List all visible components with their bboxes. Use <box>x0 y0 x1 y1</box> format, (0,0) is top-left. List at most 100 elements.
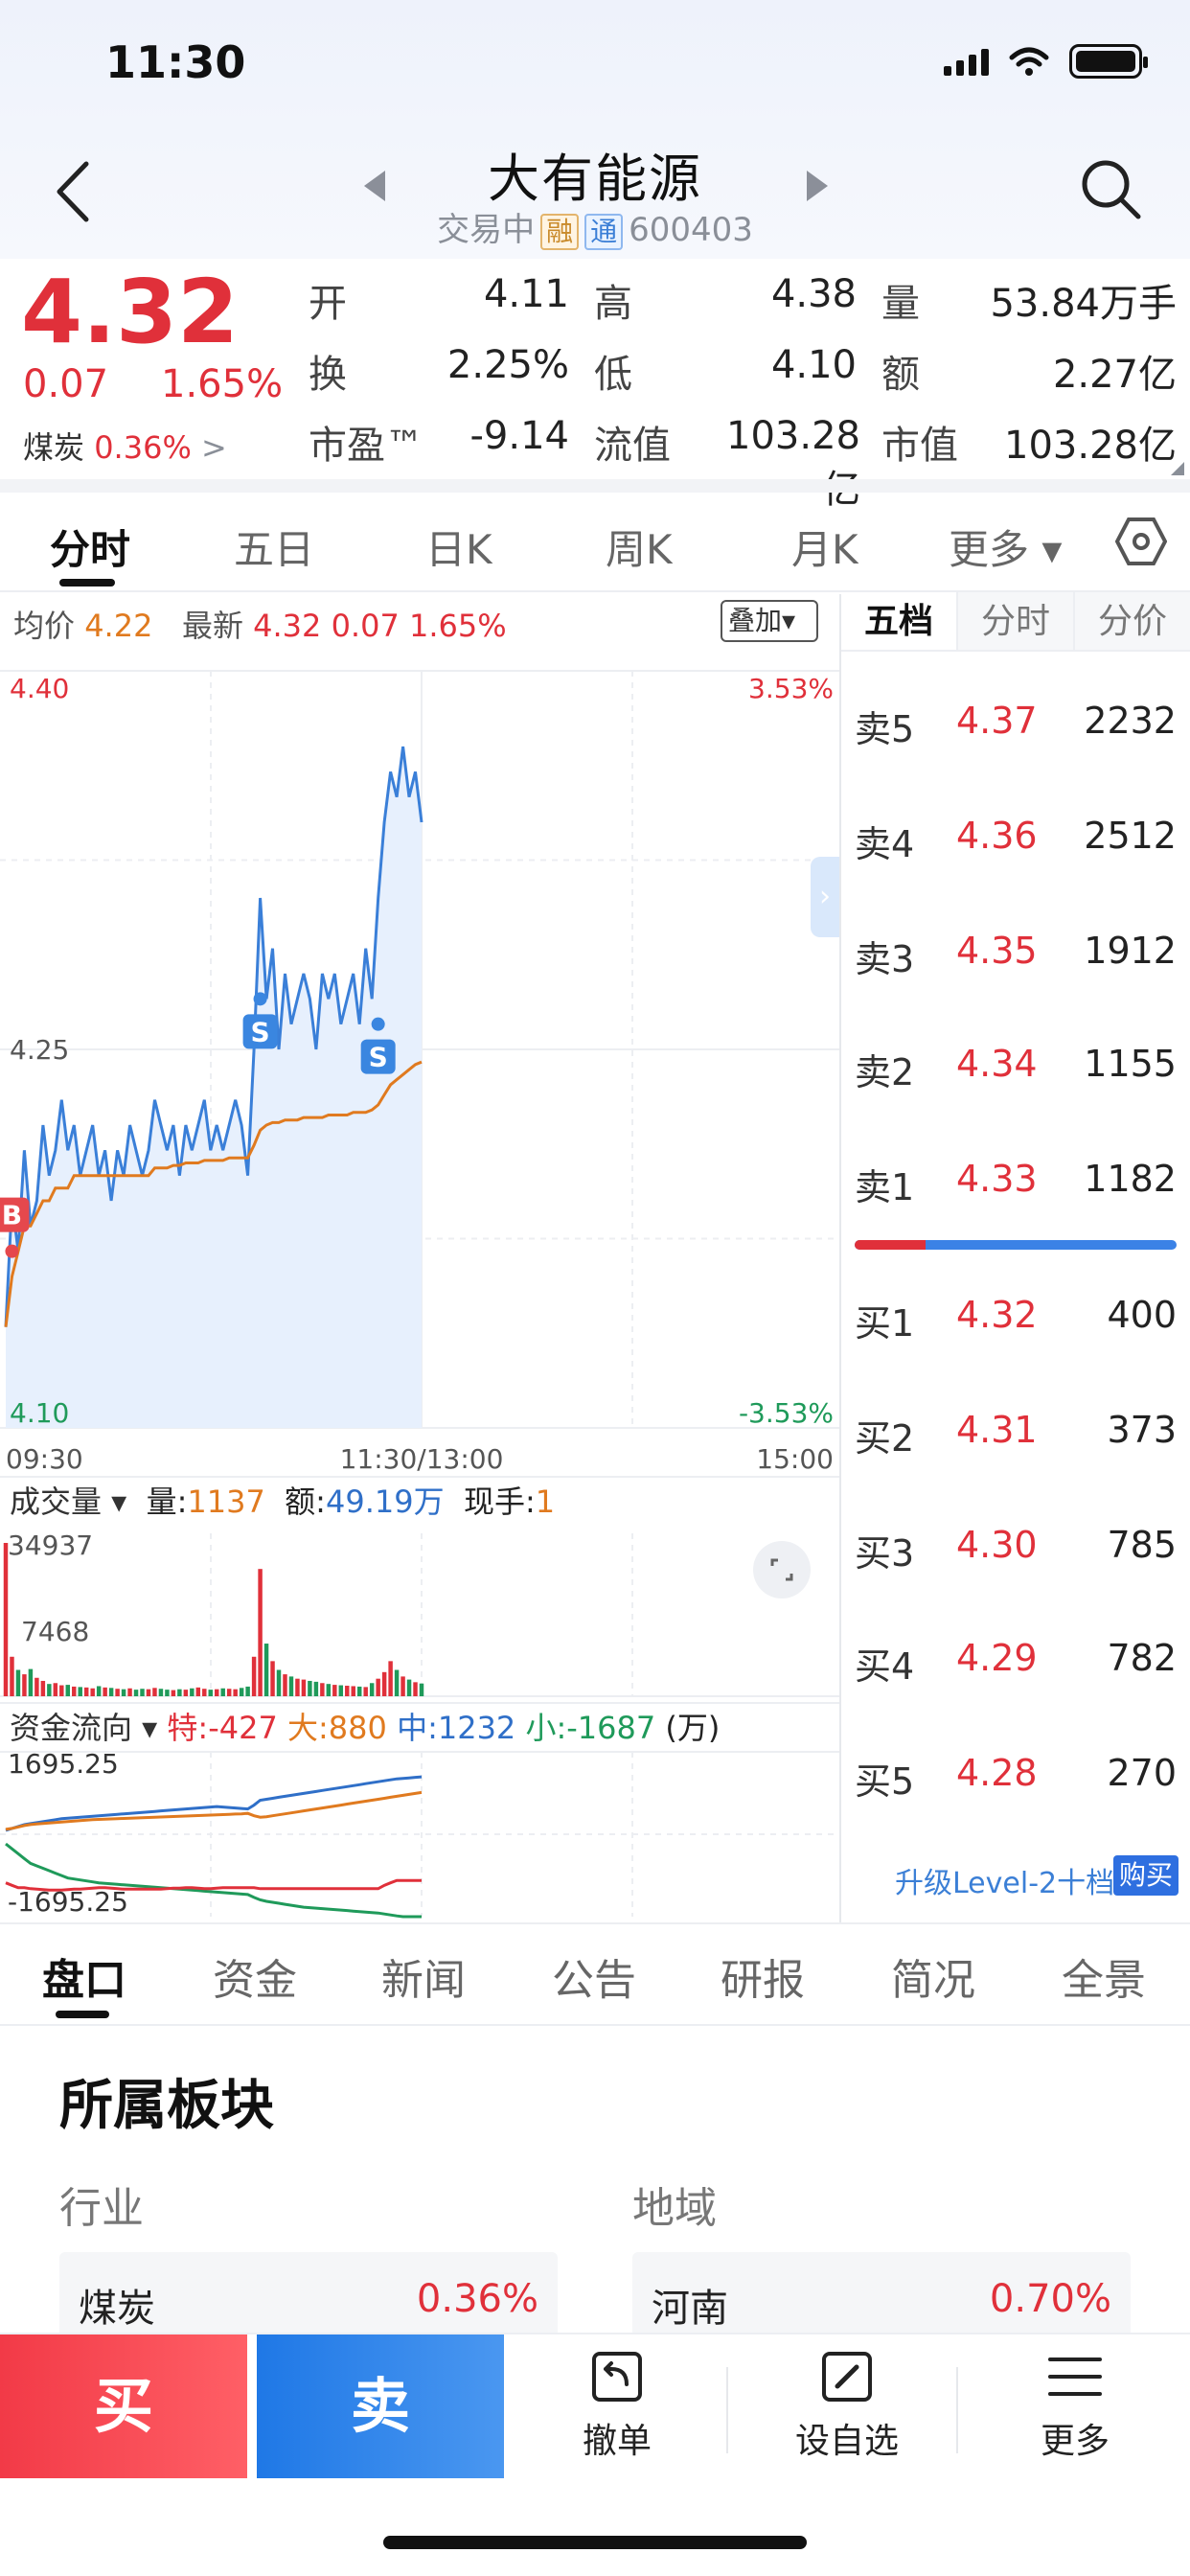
tab-five-day[interactable]: 五日 <box>234 526 315 573</box>
level2-upgrade-link[interactable]: 升级Level-2十档 <box>895 1867 1115 1900</box>
volume-bar <box>83 1687 89 1696</box>
volume-indicator-dropdown[interactable]: 成交量 ▾ <box>10 1484 127 1520</box>
volume-bar <box>338 1685 344 1696</box>
tab-research[interactable]: 研报 <box>721 1956 805 2005</box>
ask-vol: 2512 <box>1084 815 1177 857</box>
fund-special-line <box>5 1878 422 1892</box>
high-value: 4.38 <box>770 272 857 316</box>
tab-five-levels[interactable]: 五档 <box>841 592 956 650</box>
fund-flow-dropdown[interactable]: 资金流向 ▾ <box>10 1710 158 1746</box>
volume-bar <box>381 1671 387 1696</box>
tab-underline <box>59 579 115 586</box>
tab-news[interactable]: 新闻 <box>381 1956 466 2005</box>
volume-bar <box>270 1661 275 1696</box>
tab-tick-detail[interactable]: 分时 <box>956 592 1073 650</box>
volume-bar <box>127 1688 132 1696</box>
buy-button[interactable]: 买 <box>0 2334 247 2478</box>
tab-weekly-k[interactable]: 周K <box>606 526 673 573</box>
industry-sector-card[interactable]: 煤炭 0.36% <box>59 2252 558 2344</box>
search-icon[interactable] <box>1077 155 1144 222</box>
volume-bar <box>251 1656 257 1696</box>
hand-value: 1 <box>535 1484 556 1520</box>
chart-orderbook-divider <box>839 594 841 1922</box>
bid-row[interactable]: 买4 4.29 782 <box>855 1637 1177 1694</box>
more-label: 更多 <box>1040 2422 1110 2461</box>
bid-label: 买5 <box>855 1760 915 1803</box>
bid-label: 买2 <box>855 1417 915 1460</box>
volume-tick-max: 34937 <box>8 1530 93 1561</box>
quote-panel <box>0 259 1190 479</box>
volume-bar <box>276 1669 282 1696</box>
trade-point-marker <box>253 992 267 1006</box>
bid-row[interactable]: 买3 4.30 785 <box>855 1524 1177 1581</box>
x-axis-label-open: 09:30 <box>6 1443 83 1475</box>
volume-bar <box>183 1690 189 1696</box>
sector-link[interactable]: 煤炭 0.36% > <box>23 424 227 468</box>
tab-price-detail[interactable]: 分价 <box>1073 592 1190 650</box>
ask-row[interactable]: 卖3 4.35 1912 <box>855 930 1177 987</box>
volume-bar <box>165 1690 170 1696</box>
volume-bar <box>115 1689 120 1696</box>
ask-row[interactable]: 卖4 4.36 2512 <box>855 815 1177 872</box>
volume-bar <box>146 1689 151 1696</box>
fullscreen-icon[interactable] <box>753 1541 811 1598</box>
fund-large: 大:880 <box>287 1710 387 1746</box>
pe-value: -9.14 <box>469 414 570 458</box>
price-change-pct: 1.65% <box>161 362 284 406</box>
fund-unit: (万) <box>665 1710 721 1746</box>
region-sector-card[interactable]: 河南 0.70% <box>632 2252 1131 2344</box>
volume-bar <box>345 1686 350 1696</box>
tab-profile[interactable]: 简况 <box>891 1956 975 2005</box>
market-cap-value: 103.28亿 <box>1004 424 1177 468</box>
add-watchlist-button[interactable]: 设自选 <box>751 2348 943 2463</box>
ask-row[interactable]: 卖5 4.37 2232 <box>855 700 1177 757</box>
level2-buy-button[interactable]: 购买 <box>1113 1855 1179 1896</box>
pct-axis-bottom-label: -3.53% <box>739 1397 834 1429</box>
latest-label: 最新 <box>181 608 243 644</box>
prev-stock-arrow-icon[interactable] <box>364 171 385 201</box>
avg-value: 4.22 <box>84 608 153 644</box>
bid-vol: 400 <box>1107 1294 1177 1336</box>
ask-price: 4.35 <box>956 930 1038 972</box>
pe-label: 市盈™ <box>309 424 423 468</box>
ask-row[interactable]: 卖2 4.34 1155 <box>855 1043 1177 1100</box>
volume-bar <box>363 1687 368 1696</box>
bid-row[interactable]: 买1 4.32 400 <box>855 1294 1177 1351</box>
ask-vol: 1182 <box>1084 1158 1177 1200</box>
connect-tag: 通 <box>584 214 624 250</box>
volume-bar <box>47 1684 52 1696</box>
volume-bar <box>233 1689 238 1696</box>
tab-announcements[interactable]: 公告 <box>552 1956 636 2005</box>
cancel-order-button[interactable]: 撤单 <box>521 2348 713 2463</box>
volume-bar <box>96 1686 102 1696</box>
ask-row[interactable]: 卖1 4.33 1182 <box>855 1158 1177 1215</box>
latest-change: 0.07 <box>331 608 400 644</box>
overlay-dropdown[interactable]: 叠加▾ <box>721 600 818 642</box>
expand-corner-icon[interactable] <box>1171 462 1184 475</box>
tab-daily-k[interactable]: 日K <box>425 526 492 573</box>
volume-bar <box>177 1689 182 1696</box>
sell-button[interactable]: 卖 <box>257 2334 504 2478</box>
region-pct: 0.70% <box>989 2277 1111 2321</box>
volume-bar <box>133 1690 139 1696</box>
tab-monthly-k[interactable]: 月K <box>791 526 858 573</box>
more-button[interactable]: 更多 <box>979 2348 1171 2463</box>
amount-value: 2.27亿 <box>1052 353 1177 397</box>
volume-bar <box>15 1669 21 1696</box>
fund-flow-header: 资金流向 ▾ 特:-427 大:880 中:1232 小:-1687 (万) <box>0 1702 839 1750</box>
tab-intraday[interactable]: 分时 <box>50 526 131 573</box>
tab-overview[interactable]: 全景 <box>1062 1956 1146 2005</box>
bid-price: 4.29 <box>956 1637 1038 1679</box>
next-stock-arrow-icon[interactable] <box>807 171 828 201</box>
bid-row[interactable]: 买5 4.28 270 <box>855 1752 1177 1809</box>
bid-row[interactable]: 买2 4.31 373 <box>855 1409 1177 1466</box>
ask-price: 4.34 <box>956 1043 1038 1085</box>
expand-orderbook-icon[interactable]: › <box>811 857 839 937</box>
action-separator <box>956 2367 958 2453</box>
tab-funds[interactable]: 资金 <box>213 1956 297 2005</box>
tab-more[interactable]: 更多 ▾ <box>949 526 1063 573</box>
back-icon[interactable] <box>50 158 98 225</box>
region-label: 地域 <box>632 2184 717 2233</box>
tab-orderbook[interactable]: 盘口 <box>42 1956 126 2005</box>
settings-hexagon-icon[interactable] <box>1115 516 1167 567</box>
